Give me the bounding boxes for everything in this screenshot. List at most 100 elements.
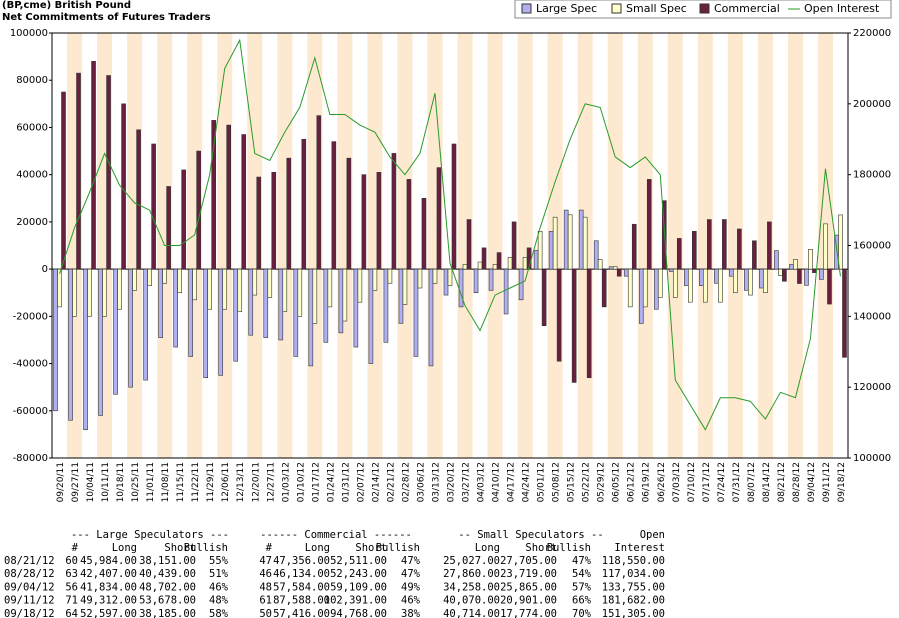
table-cell: 09/11/12	[4, 595, 55, 607]
bar	[312, 268, 318, 324]
band	[607, 33, 623, 458]
x-tick-label: 12/06/11	[221, 462, 231, 502]
y-tick-label: -80000	[13, 453, 48, 464]
legend-label: Small Spec	[626, 2, 687, 15]
bar	[432, 268, 438, 284]
chart-title: (BP,cme) British Pound	[2, 0, 131, 11]
bar	[842, 268, 847, 358]
line	[59, 38, 841, 431]
table-cell: 54%	[572, 568, 592, 580]
bar	[331, 141, 337, 270]
x-tick-label: 05/22/12	[582, 462, 592, 502]
x-tick-label: 03/06/12	[416, 462, 426, 502]
x-tick-label: 11/15/11	[176, 462, 186, 502]
bar	[413, 268, 419, 357]
table-cell: 94,768.00	[330, 608, 387, 618]
column-header: Bullish	[547, 542, 591, 554]
bar	[83, 268, 88, 430]
bar	[774, 250, 779, 270]
table-cell: 70%	[572, 608, 592, 618]
bar	[533, 249, 539, 270]
band	[337, 33, 353, 458]
bar	[117, 268, 122, 310]
y-tick-label: -20000	[13, 311, 48, 322]
bar	[402, 268, 408, 305]
bar	[323, 268, 329, 343]
bar	[372, 268, 378, 291]
bar	[391, 153, 397, 270]
bar	[211, 120, 216, 270]
legend-swatch	[521, 3, 532, 14]
x-tick-label: 06/26/12	[657, 462, 667, 502]
bar	[688, 268, 693, 303]
table-cell: 64	[65, 608, 78, 618]
column-header: Short	[355, 542, 387, 554]
bar	[748, 268, 753, 296]
column-header: Long	[305, 542, 330, 554]
bar	[357, 268, 363, 303]
bar	[782, 268, 787, 282]
bar	[778, 268, 783, 276]
y2-tick-label: 200000	[853, 99, 891, 110]
bar	[368, 268, 374, 364]
bar	[406, 179, 412, 270]
bar	[552, 216, 558, 270]
table-cell: 46%	[209, 581, 229, 593]
bar	[196, 150, 201, 270]
legend-swatch	[611, 3, 622, 14]
x-tick-label: 11/29/11	[206, 462, 216, 502]
column-header: Short	[164, 542, 196, 554]
bar	[316, 115, 322, 270]
bar	[106, 75, 111, 270]
x-tick-label: 11/01/11	[146, 462, 156, 502]
bar	[548, 231, 554, 270]
table-cell: 52,243.00	[330, 568, 387, 580]
group-header: ------ Commercial ------	[260, 529, 412, 541]
bar	[241, 134, 247, 270]
bar	[616, 268, 622, 277]
table-cell: 49%	[401, 581, 421, 593]
table-cell: 40,714.00	[443, 608, 500, 618]
legend-label: Large Spec	[536, 2, 597, 15]
bar	[597, 259, 603, 270]
y-tick-label: 60000	[16, 122, 48, 133]
bar	[293, 268, 299, 357]
bar	[68, 268, 73, 421]
y2-tick-label: 100000	[853, 453, 891, 464]
bar	[53, 268, 58, 412]
band	[787, 33, 803, 458]
band	[697, 33, 713, 458]
bar	[567, 214, 573, 270]
bar	[541, 268, 547, 327]
legend-label: Commercial	[714, 2, 780, 15]
bar	[684, 268, 689, 286]
x-tick-label: 10/25/11	[131, 462, 141, 502]
x-tick-label: 07/17/12	[702, 462, 712, 502]
bar	[203, 268, 208, 379]
bar	[428, 268, 434, 367]
x-tick-label: 02/28/12	[401, 462, 411, 502]
table-cell: 57%	[572, 581, 592, 593]
bar	[646, 179, 652, 270]
table-cell: 51%	[209, 568, 229, 580]
x-tick-label: 01/03/12	[281, 462, 291, 502]
bar	[398, 268, 404, 324]
table-cell: 60	[65, 555, 78, 567]
bar	[447, 268, 453, 286]
table-cell: 52,597.00	[80, 608, 137, 618]
x-tick-label: 08/21/12	[777, 462, 787, 502]
bar	[759, 268, 764, 289]
bar	[612, 266, 618, 270]
bar	[173, 268, 178, 348]
table-cell: 08/21/12	[4, 555, 55, 567]
x-tick-label: 01/31/12	[341, 462, 351, 502]
column-header: Bullish	[376, 542, 420, 554]
x-tick-label: 07/31/12	[732, 462, 742, 502]
column-header: Interest	[614, 542, 665, 554]
x-tick-label: 10/11/11	[101, 462, 111, 502]
legend-label: Open Interest	[804, 2, 880, 15]
legend-swatch	[699, 3, 710, 14]
column-header: Short	[525, 542, 557, 554]
bar	[207, 268, 212, 310]
table-cell: 09/18/12	[4, 608, 55, 618]
